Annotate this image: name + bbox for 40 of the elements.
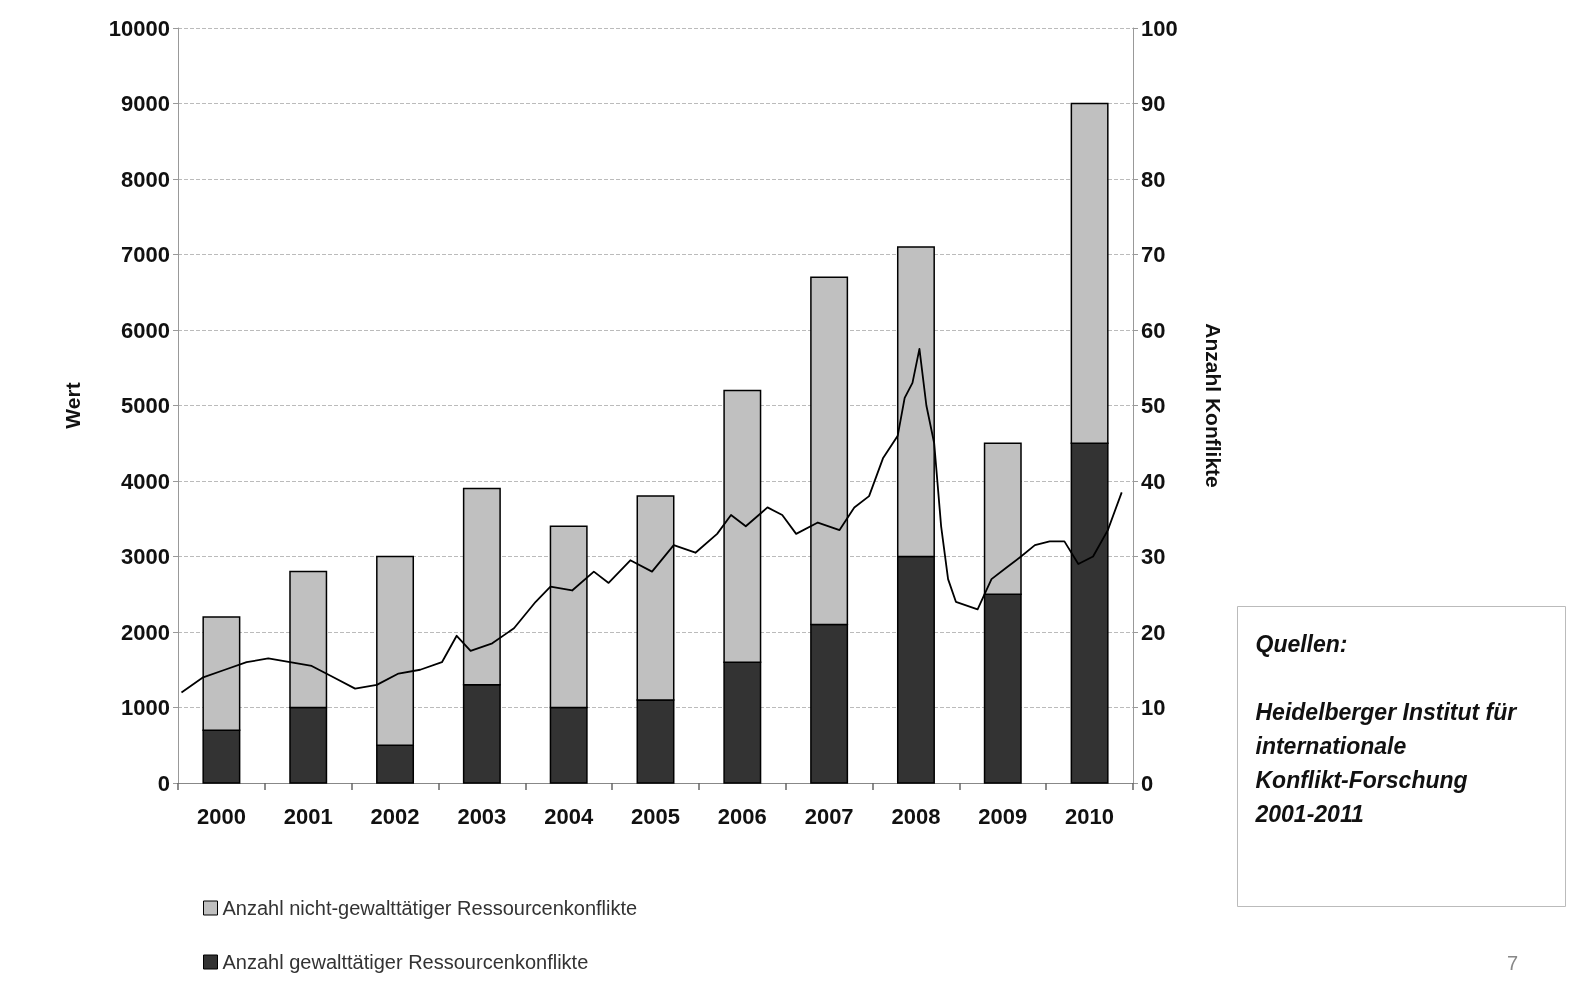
- y-tick-label: 7000: [121, 242, 170, 267]
- text: Heidelberger Institut für internationale Konflikt-Forschung 2001-2011: [1254, 698, 1523, 827]
- y2-tick-label: 30: [1141, 544, 1166, 569]
- y-tick-label: 10000: [108, 15, 170, 41]
- legend-label: Anzahl nicht-gewalttätiger Ressourcenkonflikte: [222, 897, 638, 919]
- y2-tick-label: 60: [1141, 317, 1166, 343]
- x-tick-label: 2004: [544, 803, 594, 829]
- x-tick-label: 2005: [631, 803, 680, 829]
- x-tick-label: 2007: [804, 803, 854, 829]
- y2-tick-label: 0: [1141, 770, 1154, 796]
- y2-tick-label: 90: [1141, 91, 1166, 116]
- text: 7: [1506, 952, 1518, 974]
- x-tick-label: 2001: [283, 803, 333, 829]
- x-tick-label: 2009: [978, 803, 1028, 829]
- y-tick-label: 6000: [121, 317, 170, 343]
- legend-label: Anzahl gewalttätiger Ressourcenkonflikte: [222, 951, 589, 973]
- y2-tick-label: 100: [1141, 15, 1178, 41]
- y-tick-label: 3000: [121, 544, 170, 569]
- x-tick-label: 2000: [196, 803, 246, 829]
- y2-tick-label: 40: [1141, 468, 1166, 494]
- x-tick-label: 2002: [370, 803, 420, 829]
- x-tick-label: 2003: [457, 803, 507, 829]
- y2-tick-label: 10: [1141, 695, 1166, 720]
- y2-tick-label: 50: [1141, 393, 1166, 418]
- y-tick-label: 1000: [121, 695, 170, 720]
- x-tick-label: 2008: [891, 803, 941, 829]
- x-tick-label: 2006: [717, 803, 767, 829]
- source-note: Quellen:: [1255, 630, 1348, 657]
- y-tick-label: 2000: [121, 619, 170, 645]
- x-tick-label: 2010: [1065, 803, 1115, 829]
- y-tick-label: 0: [157, 770, 170, 796]
- y-tick-label: 4000: [121, 468, 170, 494]
- y2-tick-label: 80: [1141, 166, 1166, 192]
- y2-tick-label: 20: [1141, 619, 1166, 645]
- y-axis-title: Wert: [61, 382, 84, 429]
- y2-axis-title: Anzahl Konflikte: [1202, 323, 1225, 488]
- y2-tick-label: 70: [1141, 242, 1166, 267]
- y-tick-label: 5000: [121, 393, 170, 418]
- y-tick-label: 9000: [121, 91, 170, 116]
- y-tick-label: 8000: [121, 166, 170, 192]
